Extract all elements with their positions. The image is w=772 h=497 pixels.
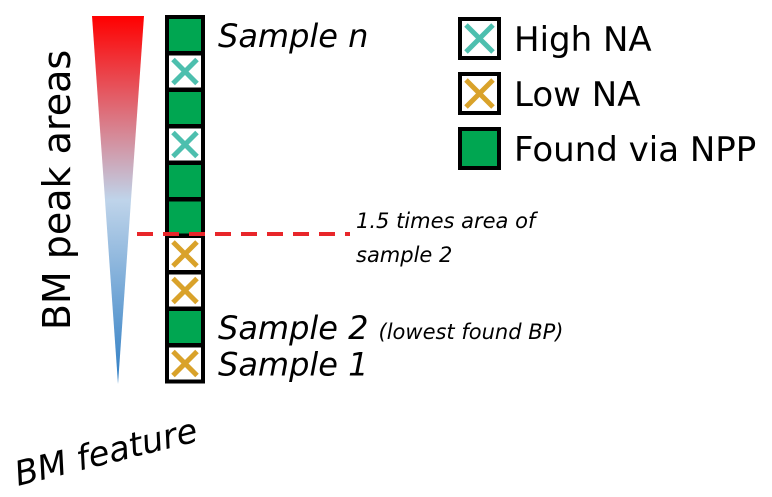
found-marker	[165, 15, 205, 55]
found-marker	[458, 127, 501, 170]
sample-cell-7	[165, 270, 205, 311]
sample-label: Sample n	[218, 17, 368, 55]
sample-label: Sample 2 (lowest found BP)	[218, 309, 563, 347]
found-marker	[165, 197, 205, 238]
low-na-cross-b	[171, 349, 199, 378]
sample-cell-9	[165, 343, 205, 384]
high-na-cross-b	[171, 57, 199, 86]
threshold-label-line1: 1.5 times area of	[356, 209, 539, 233]
found-marker	[165, 161, 205, 201]
high-na-cross-b	[171, 130, 199, 159]
sample-label-note: (lowest found BP)	[379, 320, 564, 344]
sample-label-text: Sample 2	[218, 309, 369, 347]
found-marker	[165, 88, 205, 128]
legend-marker-low	[458, 72, 501, 115]
sample-cell-2	[165, 88, 205, 128]
x-axis-label: BM feature	[11, 411, 202, 495]
sample-label-text: Sample 1	[218, 346, 369, 384]
sample-cell-3	[165, 124, 205, 165]
sample-cell-6	[165, 234, 205, 274]
sample-cell-5	[165, 197, 205, 238]
sample-label-text: Sample n	[218, 17, 368, 55]
legend: High NA Low NA Found via NPP	[458, 17, 756, 170]
legend-label-found: Found via NPP	[514, 130, 756, 170]
sample-label: Sample 1	[218, 346, 369, 384]
low-na-cross-b	[464, 78, 495, 109]
legend-marker-high	[458, 17, 501, 60]
sample-cell-8	[165, 307, 205, 347]
legend-marker-found	[458, 127, 501, 170]
sample-cell-4	[165, 161, 205, 201]
low-na-cross-b	[171, 240, 199, 268]
found-marker	[165, 307, 205, 347]
y-axis-label: BM peak areas	[35, 50, 79, 330]
sample-cell-1	[165, 51, 205, 92]
high-na-cross-b	[464, 23, 495, 54]
low-na-cross-b	[171, 276, 199, 305]
peak-area-gradient-wedge	[92, 16, 144, 384]
sample-cell-0	[165, 15, 205, 55]
threshold-label-line2: sample 2	[356, 243, 452, 267]
legend-label-low: Low NA	[514, 75, 640, 115]
legend-label-high: High NA	[514, 20, 652, 60]
